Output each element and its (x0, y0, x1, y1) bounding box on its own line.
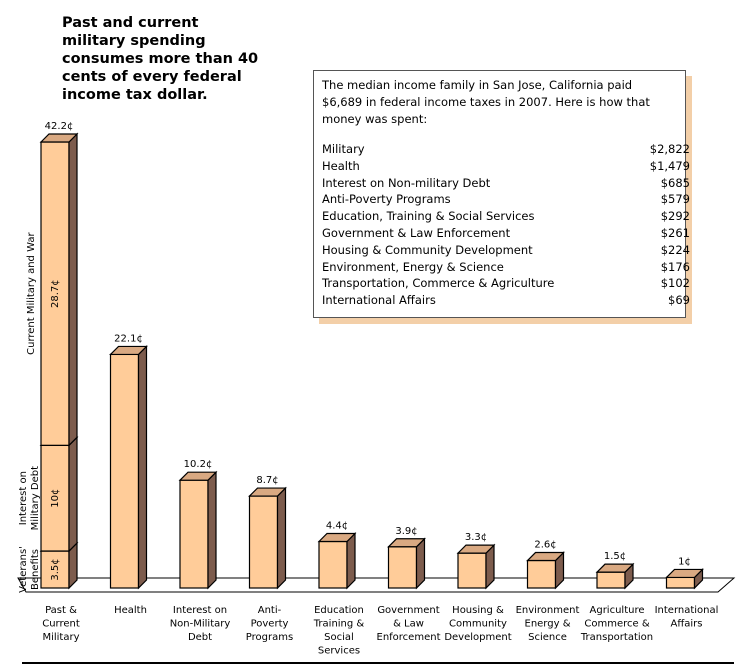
category-label: Government (377, 605, 439, 616)
bottom-divider (22, 662, 734, 664)
category-label: Past & (45, 605, 77, 616)
bar-value-label: 1.5¢ (604, 551, 626, 562)
category-label: Environment (516, 605, 580, 616)
category-label: Science (528, 632, 567, 643)
spending-amount: $1,479 (649, 158, 690, 173)
category-label: Agriculture (590, 605, 645, 616)
spending-amount: $261 (660, 226, 690, 240)
intro-line: The median income family in San Jose, Ca… (322, 78, 633, 92)
category-label: Enforcement (377, 632, 441, 643)
bar (526, 551, 565, 590)
headline-line: Past and current (62, 15, 199, 31)
bar-value-label: 1¢ (678, 556, 691, 567)
bar-value-label: 22.1¢ (114, 333, 143, 344)
tax-breakdown-box: The median income family in San Jose, Ca… (313, 70, 690, 318)
spending-amount: $292 (660, 209, 690, 224)
spending-category: Military (322, 142, 365, 156)
spending-amount: $579 (660, 192, 690, 207)
bar (248, 486, 287, 590)
bar (109, 344, 148, 590)
spending-row: Housing & Community Development $224 (322, 242, 690, 259)
bar (387, 537, 426, 590)
headline-line: cents of every federal (62, 69, 242, 85)
spending-row: Health $1,479 (322, 158, 690, 175)
spending-amount: $224 (660, 242, 690, 257)
bar (665, 567, 704, 590)
headline-line: military spending (62, 33, 206, 49)
category-label: Health (114, 605, 147, 616)
tax-breakdown-intro: The median income family in San Jose, Ca… (322, 77, 682, 128)
spending-category: Environment, Energy & Science (322, 259, 504, 274)
intro-line: $6,689 in federal income taxes in 2007. … (322, 95, 650, 109)
category-label: Programs (246, 632, 293, 643)
category-label: Education (314, 605, 364, 616)
spending-category: Transportation, Commerce & Agriculture (322, 276, 555, 291)
bar-value-label: 10.2¢ (184, 459, 213, 470)
category-label: Commerce & (584, 619, 649, 630)
spending-category: Health (322, 158, 360, 173)
category-label: Training & (313, 619, 365, 630)
segment-name-label: Current Military and War (26, 232, 37, 355)
intro-line: money was spent: (322, 112, 428, 126)
spending-category: Interest on Non-military Debt (322, 175, 491, 190)
category-label: Non-Military (170, 619, 231, 630)
headline: Past and current military spending consume… (62, 14, 272, 104)
spending-category: Anti-Poverty Programs (322, 192, 451, 207)
spending-amount: $102 (660, 276, 690, 291)
category-label: Current (42, 619, 80, 630)
spending-row: Government & Law Enforcement $261 (322, 225, 690, 242)
category-label: & Law (393, 619, 424, 630)
spending-row: Environment, Energy & Science $176 (322, 259, 690, 276)
headline-line: income tax dollar. (62, 87, 208, 103)
category-label: Affairs (671, 619, 703, 630)
spending-category: Housing & Community Development (322, 242, 533, 257)
category-label: Transportation (580, 632, 653, 643)
category-label: International (655, 605, 719, 616)
spending-category: Government & Law Enforcement (322, 226, 511, 240)
spending-category: International Affairs (322, 293, 436, 308)
category-label: Services (318, 646, 360, 657)
bar (456, 543, 496, 590)
segment-value-label: 28.7¢ (50, 279, 61, 308)
bar-value-label: 2.6¢ (534, 540, 556, 551)
segment-name-label: Interest on (18, 471, 29, 525)
bar-value-label: 3.3¢ (465, 532, 487, 543)
bar (317, 532, 357, 590)
category-label: Energy & (525, 619, 571, 630)
spending-amount: $176 (660, 259, 690, 274)
category-label: Debt (188, 632, 212, 643)
headline-line: consumes more than 40 (62, 51, 259, 67)
bar-value-label: 42.2¢ (45, 121, 74, 132)
category-label: Development (444, 632, 511, 643)
bar-value-label: 8.7¢ (256, 475, 278, 486)
category-label: Poverty (251, 619, 289, 630)
category-label: Interest on (173, 605, 227, 616)
segment-name-label: Benefits (30, 549, 41, 590)
spending-row: Anti-Poverty Programs $579 (322, 191, 690, 208)
spending-amount: $2,822 (649, 142, 690, 156)
spending-category: Education, Training & Social Services (322, 209, 535, 224)
spending-row: International Affairs $69 (322, 292, 690, 309)
spending-row: Interest on Non-military Debt $685 (322, 175, 690, 192)
segment-name-label: Military Debt (30, 466, 41, 530)
category-label: Community (449, 619, 507, 630)
spending-row: Transportation, Commerce & Agriculture $1… (322, 275, 690, 292)
bar-value-label: 4.4¢ (326, 520, 348, 531)
spending-row: Military $2,822 (322, 141, 690, 158)
segment-value-label: 10¢ (50, 489, 61, 508)
category-label: Housing & (452, 605, 504, 616)
bar (178, 470, 218, 590)
spending-amount: $685 (660, 175, 690, 190)
bar-value-label: 3.9¢ (395, 526, 417, 537)
category-label: Social (324, 632, 354, 643)
bar-segment (39, 132, 79, 447)
spending-amount: $69 (668, 293, 690, 308)
category-label: Anti- (258, 605, 282, 616)
segment-name-label: Veterans' (18, 546, 29, 593)
category-label: Military (42, 632, 79, 643)
segment-value-label: 3.5¢ (50, 558, 61, 580)
spending-row: Education, Training & Social Services $29… (322, 208, 690, 225)
bar (595, 562, 635, 590)
